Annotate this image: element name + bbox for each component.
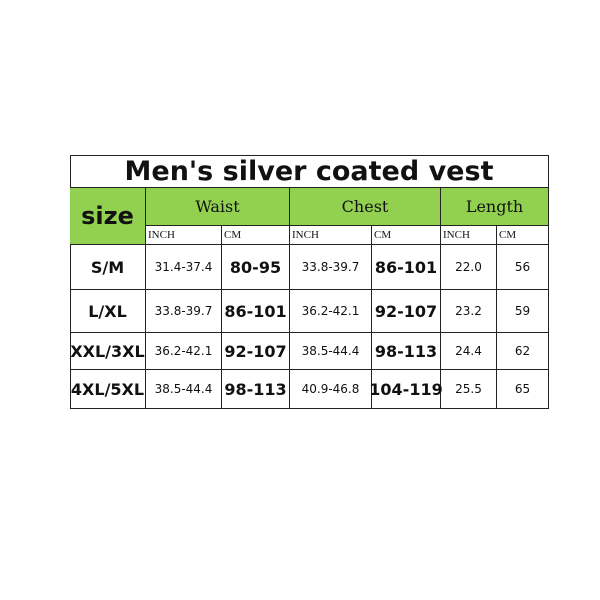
unit-label: CM xyxy=(497,226,549,245)
value-cell: 23.2 xyxy=(441,290,497,333)
value-cell: 59 xyxy=(497,290,549,333)
value-cell: 33.8-39.7 xyxy=(290,245,372,290)
value-cell: 36.2-42.1 xyxy=(290,290,372,333)
table-title: Men's silver coated vest xyxy=(70,155,549,188)
size-cell: 4XL/5XL xyxy=(70,370,146,409)
group-header: Length xyxy=(441,188,549,226)
value-cell: 92-107 xyxy=(222,333,290,370)
size-cell: L/XL xyxy=(70,290,146,333)
group-header: Waist xyxy=(146,188,290,226)
value-cell: 38.5-44.4 xyxy=(146,370,222,409)
value-cell: 25.5 xyxy=(441,370,497,409)
value-cell: 98-113 xyxy=(372,333,441,370)
unit-label: INCH xyxy=(290,226,372,245)
value-cell: 98-113 xyxy=(222,370,290,409)
value-cell: 104-119 xyxy=(369,370,443,409)
value-cell: 36.2-42.1 xyxy=(146,333,222,370)
value-cell: 86-101 xyxy=(372,245,441,290)
value-cell: 92-107 xyxy=(372,290,441,333)
value-cell: 22.0 xyxy=(441,245,497,290)
group-header: Chest xyxy=(290,188,441,226)
unit-label: CM xyxy=(372,226,441,245)
size-header: size xyxy=(70,188,146,245)
value-cell: 33.8-39.7 xyxy=(146,290,222,333)
size-table xyxy=(70,155,549,409)
value-cell: 65 xyxy=(497,370,549,409)
value-cell: 56 xyxy=(497,245,549,290)
unit-label: CM xyxy=(222,226,290,245)
value-cell: 38.5-44.4 xyxy=(290,333,372,370)
value-cell: 31.4-37.4 xyxy=(146,245,222,290)
value-cell: 40.9-46.8 xyxy=(290,370,372,409)
value-cell: 24.4 xyxy=(441,333,497,370)
unit-label: INCH xyxy=(441,226,497,245)
value-cell: 86-101 xyxy=(222,290,290,333)
size-cell: S/M xyxy=(70,245,146,290)
value-cell: 80-95 xyxy=(222,245,290,290)
value-cell: 62 xyxy=(497,333,549,370)
size-cell: XXL/3XL xyxy=(70,333,146,370)
unit-label: INCH xyxy=(146,226,222,245)
